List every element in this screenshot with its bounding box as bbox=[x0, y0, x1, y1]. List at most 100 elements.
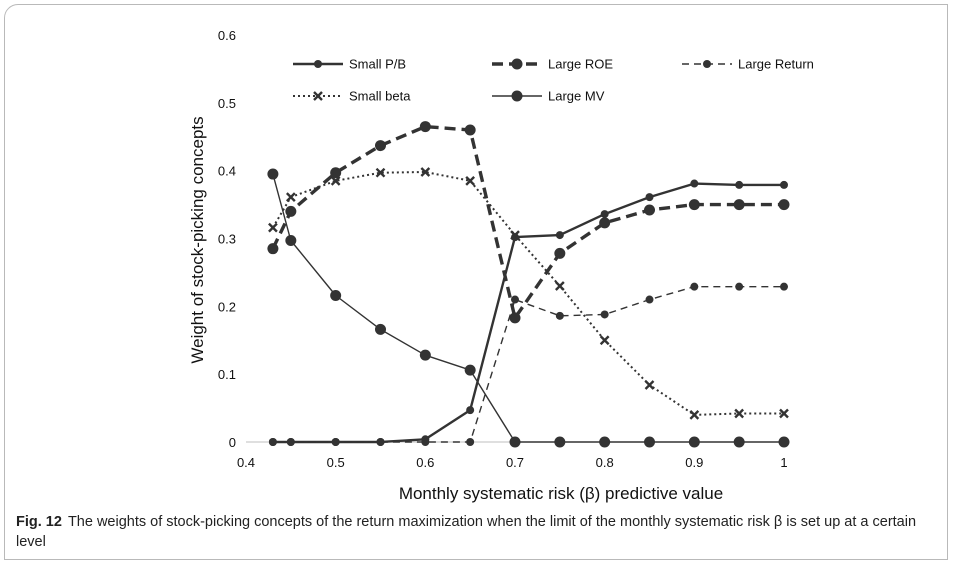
data-point-large-roe bbox=[267, 243, 279, 255]
data-point-small-beta bbox=[554, 281, 565, 291]
data-point-large-roe bbox=[644, 204, 655, 216]
figure-frame bbox=[4, 4, 948, 560]
data-point-large-mv bbox=[778, 436, 790, 448]
data-point-large-return bbox=[376, 438, 385, 446]
data-point-large-return bbox=[555, 311, 564, 320]
series-small-beta bbox=[268, 167, 789, 420]
legend-marker bbox=[313, 91, 323, 101]
y-axis-label: Weight of stock-picking concepts bbox=[188, 116, 207, 363]
chart-axes: 0 0.1 0.2 0.3 0.4 0.5 0.6 0.4 0.5 0.6 0.7 0.8 0.9 1 bbox=[218, 28, 788, 470]
data-point-small-p-b bbox=[511, 233, 519, 242]
data-point-large-roe bbox=[554, 247, 566, 259]
data-point-large-roe bbox=[419, 121, 431, 133]
data-point-large-return bbox=[645, 295, 654, 304]
data-point-small-beta bbox=[330, 175, 341, 186]
data-point-small-p-b bbox=[780, 180, 788, 189]
legend-item-large-mv: Large MV bbox=[492, 89, 605, 104]
data-point-small-beta bbox=[734, 408, 745, 419]
legend-item-small-beta: Small beta bbox=[293, 89, 411, 104]
series-line-large-mv bbox=[272, 173, 784, 443]
data-point-large-return bbox=[600, 310, 609, 319]
y-tick-label: 0 bbox=[229, 435, 236, 450]
series-large-mv bbox=[267, 168, 790, 448]
data-point-large-roe bbox=[464, 124, 476, 136]
legend-item-large-roe: Large ROE bbox=[492, 57, 613, 72]
line-chart: 0 0.1 0.2 0.3 0.4 0.5 0.6 0.4 0.5 0.6 0.7 0.8 0.9 1 S… bbox=[188, 28, 814, 503]
x-tick-label: 0.6 bbox=[416, 455, 434, 470]
data-point-small-beta bbox=[465, 175, 476, 186]
data-point-large-return bbox=[421, 438, 430, 446]
data-point-large-mv bbox=[554, 436, 566, 448]
data-point-large-mv bbox=[509, 436, 521, 448]
data-point-large-roe bbox=[688, 199, 700, 211]
data-point-small-beta bbox=[689, 410, 700, 420]
series-line-large-return bbox=[272, 286, 784, 443]
chart-series bbox=[267, 121, 790, 448]
data-point-large-return bbox=[735, 282, 744, 291]
y-tick-label: 0.3 bbox=[218, 232, 236, 247]
x-tick-label: 0.8 bbox=[596, 455, 614, 470]
x-tick-label: 0.7 bbox=[506, 455, 524, 470]
data-point-small-beta bbox=[510, 230, 520, 240]
figure-caption-text: The weights of stock-picking concepts of… bbox=[16, 514, 917, 550]
x-tick-label: 0.4 bbox=[237, 455, 255, 470]
data-point-large-mv bbox=[285, 235, 297, 247]
x-tick-label: 0.9 bbox=[685, 455, 703, 470]
legend-marker bbox=[511, 58, 523, 70]
data-point-large-roe bbox=[285, 205, 297, 217]
x-tick-label: 1 bbox=[780, 455, 787, 470]
legend-item-large-return: Large Return bbox=[682, 57, 814, 72]
data-point-large-mv bbox=[599, 436, 611, 448]
data-point-small-p-b bbox=[690, 179, 699, 188]
data-point-large-mv bbox=[733, 436, 745, 448]
series-line-large-roe bbox=[271, 124, 784, 320]
x-axis-label: Monthly systematic risk (β) predictive v… bbox=[399, 484, 723, 503]
data-point-small-beta bbox=[599, 335, 610, 346]
figure-label: Fig. 12 bbox=[16, 514, 62, 530]
data-point-large-roe bbox=[778, 199, 790, 211]
data-point-large-return bbox=[466, 438, 475, 446]
data-point-large-roe bbox=[599, 217, 611, 229]
y-tick-label: 0.5 bbox=[218, 96, 236, 111]
legend-marker bbox=[314, 60, 322, 68]
data-point-large-return bbox=[511, 295, 519, 304]
data-point-small-beta bbox=[375, 167, 386, 178]
legend-label: Large ROE bbox=[548, 57, 613, 72]
data-point-large-roe bbox=[509, 312, 521, 324]
y-tick-label: 0.6 bbox=[218, 28, 236, 43]
x-tick-label: 0.5 bbox=[327, 455, 345, 470]
legend-label: Large Return bbox=[738, 57, 814, 72]
y-tick-label: 0.4 bbox=[218, 164, 236, 179]
data-point-small-p-b bbox=[555, 231, 564, 240]
legend-marker bbox=[511, 90, 523, 102]
data-point-large-return bbox=[331, 438, 340, 446]
data-point-small-beta bbox=[268, 222, 278, 233]
data-point-large-mv bbox=[419, 349, 431, 361]
y-tick-label: 0.1 bbox=[218, 367, 236, 382]
series-small-p-b bbox=[268, 179, 788, 446]
data-point-small-p-b bbox=[466, 406, 475, 415]
data-point-large-roe bbox=[375, 140, 386, 152]
data-point-small-beta bbox=[285, 192, 296, 202]
data-point-large-roe bbox=[330, 167, 342, 179]
figure-caption: Fig. 12 The weights of stock-picking conc… bbox=[16, 512, 936, 552]
series-large-return bbox=[268, 282, 788, 446]
data-point-large-mv bbox=[375, 323, 386, 335]
data-point-small-p-b bbox=[735, 180, 744, 189]
legend-label: Large MV bbox=[548, 89, 605, 104]
legend-label: Small P/B bbox=[349, 57, 406, 72]
legend-marker bbox=[703, 60, 711, 68]
data-point-large-return bbox=[780, 282, 788, 291]
data-point-large-mv bbox=[644, 436, 655, 448]
series-line-small-p-b bbox=[272, 182, 784, 444]
data-point-small-p-b bbox=[600, 210, 609, 219]
series-line-small-beta bbox=[272, 171, 784, 416]
data-point-small-p-b bbox=[645, 193, 654, 202]
data-point-small-beta bbox=[420, 167, 431, 177]
data-point-large-return bbox=[268, 438, 277, 446]
chart-legend: Small P/B Large ROE Large Return Small beta… bbox=[293, 57, 814, 104]
legend-label: Small beta bbox=[349, 89, 411, 104]
data-point-small-beta bbox=[644, 380, 655, 390]
legend-item-small-p-b: Small P/B bbox=[293, 57, 406, 72]
data-point-small-beta bbox=[779, 408, 789, 419]
